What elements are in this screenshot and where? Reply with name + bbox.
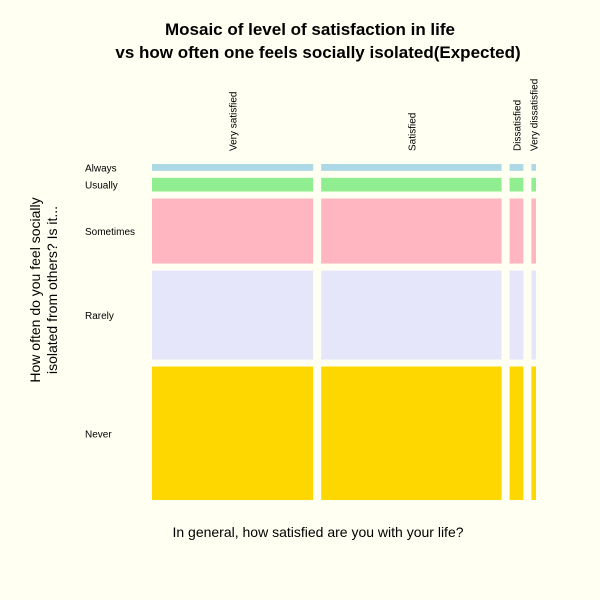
tile-3-1 [531,177,536,192]
tile-0-1 [152,177,314,192]
row-labels: Always Usually Sometimes Rarely Never [85,163,135,440]
tile-3-2 [531,198,536,264]
tile-1-4 [321,366,502,500]
tile-1-1 [321,177,502,192]
tile-2-4 [509,366,524,500]
y-axis-label-line-2: isolated from others? Is it... [44,206,60,374]
tile-1-3 [321,270,502,360]
tile-2-0 [509,164,524,171]
mosaic-tiles [152,164,536,500]
row-label-1: Usually [85,181,118,192]
tile-3-3 [531,270,536,360]
tile-3-4 [531,366,536,500]
tile-2-3 [509,270,524,360]
row-label-3: Rarely [85,311,114,322]
x-axis-label: In general, how satisfied are you with y… [172,524,463,540]
tile-2-1 [509,177,524,192]
column-labels: Very satisfied Satisfied Dissatisfied Very … [229,79,541,151]
y-axis-label: How often do you feel socially isolated … [27,197,60,382]
tile-1-0 [321,164,502,171]
tile-3-0 [531,164,536,171]
row-label-0: Always [85,163,117,174]
tile-2-2 [509,198,524,264]
tile-0-4 [152,366,314,500]
chart-title: Mosaic of level of satisfaction in life [165,20,455,39]
tile-0-0 [152,164,314,171]
tile-0-2 [152,198,314,264]
y-axis-label-line-1: How often do you feel socially [27,197,43,382]
row-label-4: Never [85,429,112,440]
row-label-2: Sometimes [85,227,135,238]
tile-1-2 [321,198,502,264]
column-label-2: Dissatisfied [512,100,523,151]
column-label-3: Very dissatisfied [530,79,541,151]
tile-0-3 [152,270,314,360]
column-label-0: Very satisfied [229,92,240,151]
column-label-1: Satisfied [407,113,418,151]
chart-subtitle: vs how often one feels socially isolated… [115,43,520,62]
